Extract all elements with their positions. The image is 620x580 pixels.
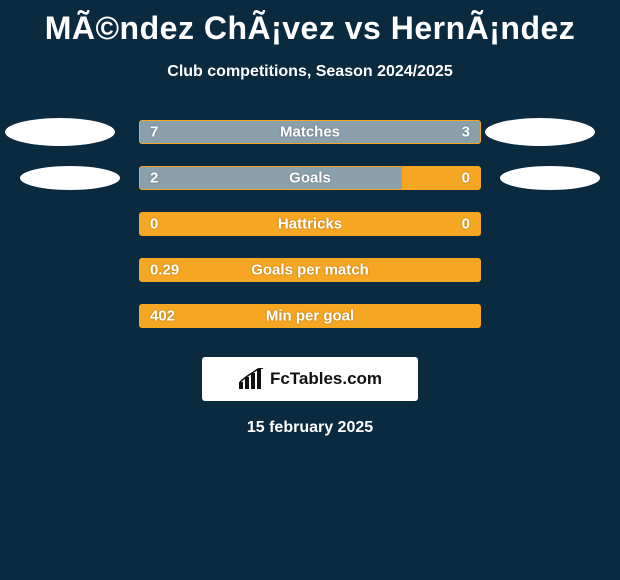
- player-ellipse: [5, 118, 115, 146]
- stat-value-left: 0: [150, 216, 158, 233]
- stat-label: Hattricks: [278, 216, 342, 233]
- bars-icon: [238, 368, 264, 390]
- stat-row: 2 0 Goals: [0, 155, 620, 201]
- date-text: 15 february 2025: [0, 419, 620, 437]
- page-subtitle: Club competitions, Season 2024/2025: [0, 63, 620, 81]
- player-ellipse: [20, 166, 120, 190]
- page-root: MÃ©ndez ChÃ¡vez vs HernÃ¡ndez Club compe…: [0, 0, 620, 580]
- player-ellipse: [485, 118, 595, 146]
- stat-value-left: 0.29: [150, 262, 179, 279]
- bar-left-fill: [140, 167, 402, 189]
- stat-row: 0.29 Goals per match: [0, 247, 620, 293]
- stat-value-left: 402: [150, 308, 175, 325]
- stat-label: Matches: [280, 124, 340, 141]
- stat-value-left: 7: [150, 124, 158, 141]
- stat-label: Goals per match: [251, 262, 369, 279]
- stat-label: Min per goal: [266, 308, 354, 325]
- stat-value-right: 0: [462, 170, 470, 187]
- stat-value-right: 3: [462, 124, 470, 141]
- branding-text: FcTables.com: [270, 369, 382, 389]
- stat-value-left: 2: [150, 170, 158, 187]
- stat-value-right: 0: [462, 216, 470, 233]
- player-ellipse: [500, 166, 600, 190]
- stat-row: 402 Min per goal: [0, 293, 620, 339]
- branding-box: FcTables.com: [202, 357, 418, 401]
- stat-row: 0 0 Hattricks: [0, 201, 620, 247]
- bar-left-fill: [140, 121, 378, 143]
- stat-row: 7 3 Matches: [0, 109, 620, 155]
- stat-label: Goals: [289, 170, 331, 187]
- page-title: MÃ©ndez ChÃ¡vez vs HernÃ¡ndez: [0, 0, 620, 47]
- comparison-chart: 7 3 Matches 2 0 Goals 0 0 Hattricks 0.29 Goals per…: [0, 109, 620, 339]
